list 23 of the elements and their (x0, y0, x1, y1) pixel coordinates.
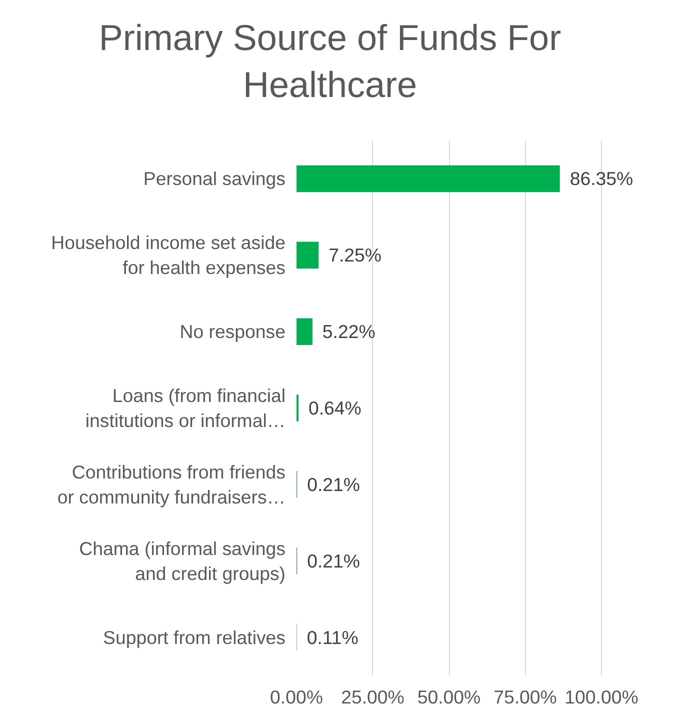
bar (296, 242, 319, 269)
data-label: 5.22% (322, 321, 376, 342)
data-label: 0.64% (308, 398, 362, 418)
y-tick-label: Household income set aside for health expenses (51, 232, 286, 278)
y-tick-label: Contributions from friends or community fundraisers… (57, 461, 286, 508)
x-tick-label: 100.00% (564, 686, 638, 708)
y-tick-label: No response (180, 321, 286, 342)
bar (296, 165, 560, 192)
y-tick-label: Personal savings (143, 168, 286, 190)
data-label: 0.21% (307, 474, 360, 495)
y-tick-label: Loans (from financial institutions or informal… (85, 384, 286, 432)
x-tick-label: 75.00% (494, 686, 557, 708)
data-label: 0.11% (306, 626, 358, 648)
x-tick-label: 50.00% (417, 686, 481, 708)
x-tick-label: 0.00% (270, 686, 323, 708)
chart-title: Primary Source of Funds For Healthcare (98, 16, 562, 107)
data-label: 86.35% (570, 168, 634, 190)
data-label: 7.25% (328, 244, 382, 266)
y-tick-label: Support from relatives (103, 626, 286, 648)
x-tick-label: 25.00% (341, 686, 404, 708)
bar (296, 318, 312, 345)
data-label: 0.21% (307, 550, 360, 572)
y-tick-label: Chama (informal savings and credit groups) (79, 538, 286, 584)
